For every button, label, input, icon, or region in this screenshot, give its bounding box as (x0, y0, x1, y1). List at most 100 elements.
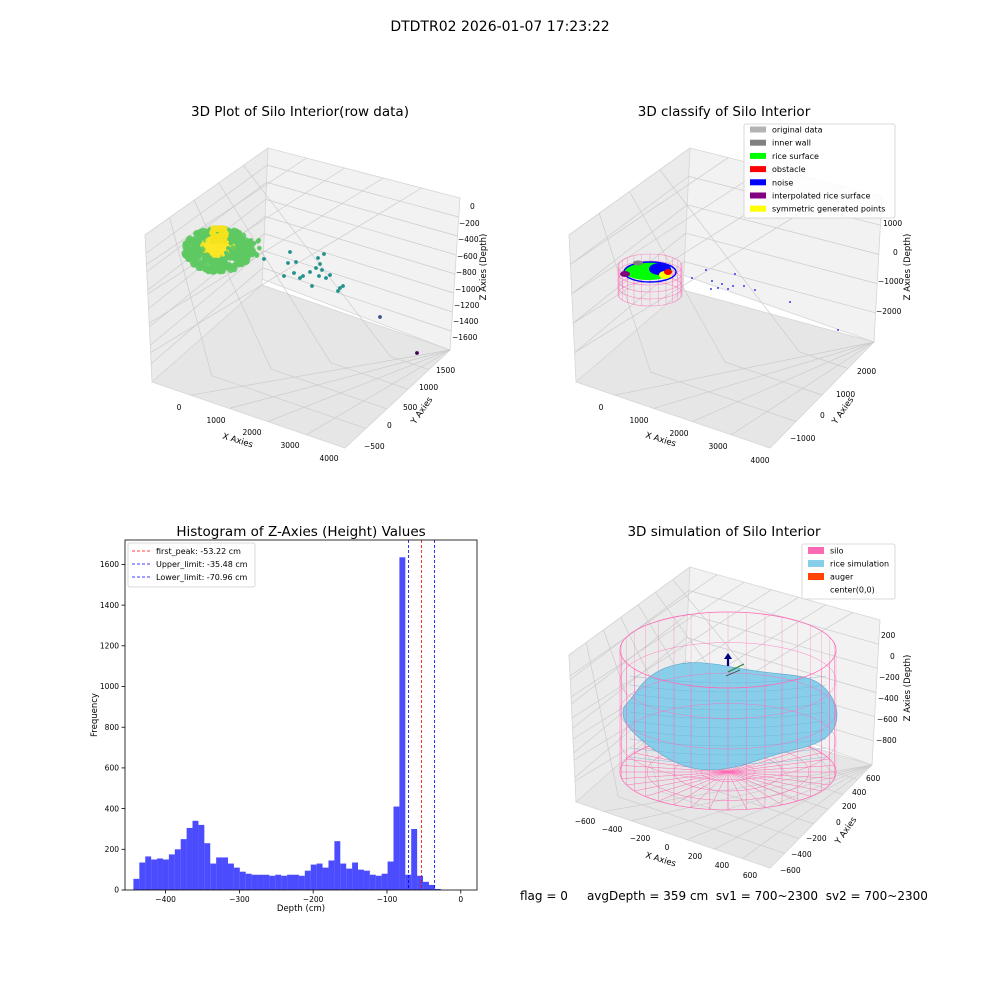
histogram-reference-lines (408, 540, 435, 890)
legend-label: center(0,0) (830, 586, 875, 595)
raw-x-tick: 2000 (242, 428, 261, 437)
raw-z-tick: 0 (470, 202, 475, 211)
gridline (265, 199, 457, 256)
silo-bottom-spoke (727, 771, 830, 786)
raw-y-ticks: −500 0 500 1000 1500 (364, 366, 455, 451)
gridline (271, 368, 388, 410)
raw-z-label: Z Axies (Depth) (479, 234, 489, 301)
histogram-bar (239, 871, 246, 890)
simulation-legend: silo rice simulation auger center(0,0) (801, 543, 896, 600)
panel-classify-title: 3D classify of Silo Interior (638, 104, 811, 120)
raw-point (212, 244, 219, 251)
panel-classify: 3D classify of Silo Interior 0 1000 2000… (568, 104, 913, 465)
histogram-bar (387, 861, 394, 890)
legend-swatch (750, 205, 766, 212)
gridline (687, 204, 879, 255)
classify-z-tick: 1000 (883, 219, 902, 228)
histogram-x-ticks: −400 −300 −200 −100 0 (155, 890, 463, 904)
classify-z-tick: 0 (893, 248, 898, 257)
gridline (193, 200, 272, 370)
gridline (229, 349, 451, 409)
simulation-legend-frame (801, 543, 896, 600)
histogram-bar (293, 874, 299, 890)
gridline (218, 182, 332, 363)
silo-bottom-spoke (727, 765, 835, 773)
histogram-bar (287, 874, 294, 890)
raw-z-tick: −1000 (455, 285, 481, 294)
gridline (211, 375, 367, 429)
simulation-y-tick: −200 (806, 834, 827, 843)
raw-point (322, 252, 326, 256)
histogram-bar (304, 870, 311, 890)
histogram-x-label: Depth (cm) (277, 904, 325, 914)
y-tick-label: 1400 (100, 601, 119, 610)
histogram-bars (133, 557, 441, 890)
raw-point (208, 262, 215, 269)
histogram-bar (393, 806, 400, 890)
histogram-legend-entries: first_peak: -53.22 cm Upper_limit: -35.48… (132, 547, 248, 582)
simulation-silo-top (619, 611, 837, 810)
histogram-bar (269, 875, 276, 890)
raw-point (240, 255, 245, 260)
y-tick-label: 600 (105, 764, 120, 773)
raw-point (223, 250, 229, 256)
gridline (570, 176, 689, 265)
raw-point (320, 268, 324, 272)
raw-point (324, 276, 328, 280)
legend-label: auger (830, 573, 854, 582)
raw-point (226, 245, 231, 251)
raw-point (202, 251, 210, 259)
histogram-bar (168, 854, 175, 890)
histogram-bar (174, 849, 181, 890)
classify-y-tick: 0 (820, 411, 825, 420)
simulation-x-tick: 200 (688, 852, 703, 861)
raw-point (292, 271, 296, 275)
silo-bottom-spoke (727, 771, 747, 810)
classify-y-tick: 1000 (836, 390, 855, 399)
histogram-bar (210, 863, 217, 890)
raw-point (317, 274, 321, 278)
legend-label: rice surface (772, 152, 819, 161)
raw-point (341, 284, 345, 288)
figure-suptitle: DTDTR02 2026-01-07 17:23:22 (390, 19, 609, 35)
legend-swatch (808, 547, 824, 554)
raw-z-tick: −800 (456, 268, 477, 277)
legend-label: rice simulation (830, 560, 889, 569)
histogram-bar (352, 862, 359, 890)
legend-label: Lower_limit: -70.96 cm (156, 573, 248, 582)
classify-z-label: Z Axies (Depth) (903, 234, 913, 301)
simulation-x-tick: −600 (575, 817, 596, 826)
status-avg-depth: avgDepth = 359 cm (586, 889, 709, 903)
silo-bottom-spoke (658, 771, 729, 802)
raw-point (217, 267, 225, 274)
gridline (243, 165, 391, 357)
histogram-bar (192, 820, 199, 890)
histogram-bar (216, 857, 223, 890)
classify-noise-point (732, 285, 734, 287)
raw-z-tick: −200 (459, 219, 480, 228)
simulation-y-ticks: −600 −400 −200 0 200 400 600 (780, 774, 881, 875)
raw-point (378, 315, 382, 319)
gridline (799, 351, 849, 369)
histogram-bar (204, 843, 211, 890)
gridline (603, 764, 873, 812)
gridline (264, 233, 454, 294)
gridline (150, 267, 263, 364)
histogram-bar (399, 557, 406, 890)
auger-segment (727, 663, 745, 673)
gridline (685, 232, 878, 284)
raw-point (192, 259, 199, 266)
silo-bottom-spoke (727, 771, 766, 808)
gridline (150, 187, 422, 353)
gridline (149, 177, 384, 324)
raw-x-tick: 1000 (206, 416, 225, 425)
gridline (598, 213, 651, 373)
raw-z-ticks: −1600 −1400 −1200 −1000 −800 −600 −400 −… (452, 202, 481, 342)
legend-swatch (750, 166, 766, 173)
gridline (629, 191, 726, 363)
raw-point (193, 253, 200, 260)
histogram-bar (257, 874, 264, 890)
classify-legend-entries: original data inner wall rice surface obsta… (750, 126, 885, 214)
histogram-bar (316, 863, 323, 890)
classify-y-label: Y Axies (830, 395, 857, 427)
